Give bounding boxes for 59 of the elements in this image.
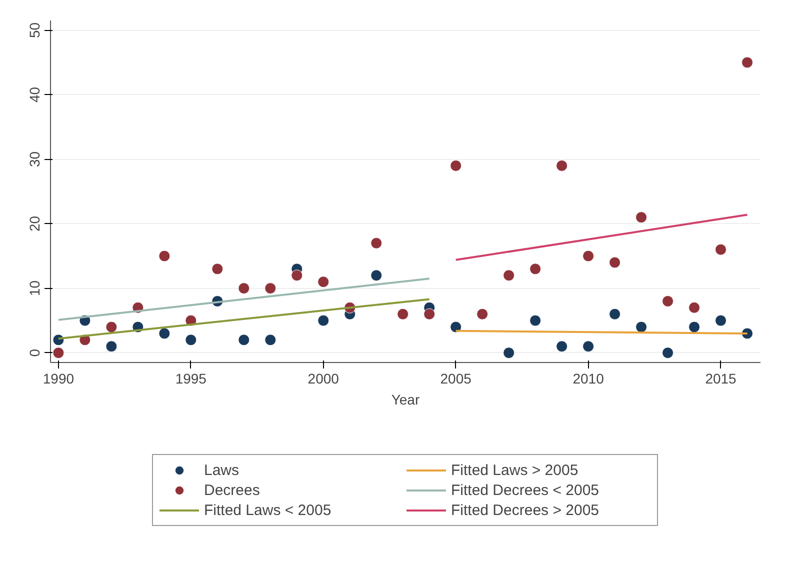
legend-label: Laws bbox=[204, 461, 240, 479]
point bbox=[556, 340, 568, 352]
x-tick-label: 2015 bbox=[705, 370, 737, 386]
x-axis-title: Year bbox=[391, 392, 420, 408]
y-tick-label: 50 bbox=[26, 22, 42, 38]
point bbox=[662, 347, 674, 359]
point bbox=[291, 270, 303, 282]
point bbox=[238, 334, 250, 346]
point bbox=[609, 308, 621, 320]
point bbox=[397, 308, 409, 320]
x-tick-label: 1995 bbox=[175, 370, 207, 386]
point bbox=[530, 263, 542, 275]
point bbox=[424, 308, 436, 320]
point bbox=[530, 314, 542, 326]
y-tick-label: 40 bbox=[26, 86, 42, 102]
legend-label: Fitted Laws > 2005 bbox=[451, 461, 580, 479]
point bbox=[556, 160, 568, 172]
legend-label: Decrees bbox=[204, 481, 261, 499]
point bbox=[318, 276, 330, 288]
legend-label: Fitted Laws < 2005 bbox=[204, 501, 332, 519]
x-tick-label: 2000 bbox=[308, 370, 340, 386]
y-tick-label: 10 bbox=[26, 280, 42, 296]
point bbox=[715, 314, 727, 326]
point bbox=[106, 340, 118, 352]
point bbox=[318, 314, 330, 326]
point bbox=[688, 302, 700, 314]
point bbox=[52, 347, 64, 359]
point bbox=[450, 321, 462, 333]
x-tick-label: 2010 bbox=[572, 370, 604, 386]
x-tick-label: 1990 bbox=[42, 370, 74, 386]
point bbox=[450, 160, 462, 172]
point bbox=[636, 212, 648, 224]
point bbox=[238, 282, 250, 294]
point bbox=[158, 328, 170, 340]
point bbox=[715, 244, 727, 256]
point bbox=[264, 282, 276, 294]
point bbox=[476, 308, 488, 320]
legend-label: Fitted Decrees < 2005 bbox=[451, 481, 600, 499]
point bbox=[582, 250, 594, 262]
point bbox=[212, 263, 224, 275]
point bbox=[264, 334, 276, 346]
point bbox=[503, 270, 515, 282]
point bbox=[582, 340, 594, 352]
y-tick-label: 0 bbox=[26, 348, 42, 357]
point bbox=[742, 56, 754, 68]
y-tick-label: 20 bbox=[26, 216, 42, 232]
point bbox=[370, 270, 382, 282]
x-tick-label: 2005 bbox=[440, 370, 472, 386]
point bbox=[370, 237, 382, 249]
point bbox=[636, 321, 648, 333]
legend-label: Fitted Decrees > 2005 bbox=[451, 501, 600, 519]
point bbox=[503, 347, 515, 359]
point bbox=[662, 295, 674, 307]
point bbox=[158, 250, 170, 262]
y-tick-label: 30 bbox=[26, 151, 42, 168]
point bbox=[609, 256, 621, 268]
point bbox=[106, 321, 118, 333]
point bbox=[688, 321, 700, 333]
point bbox=[185, 334, 197, 346]
